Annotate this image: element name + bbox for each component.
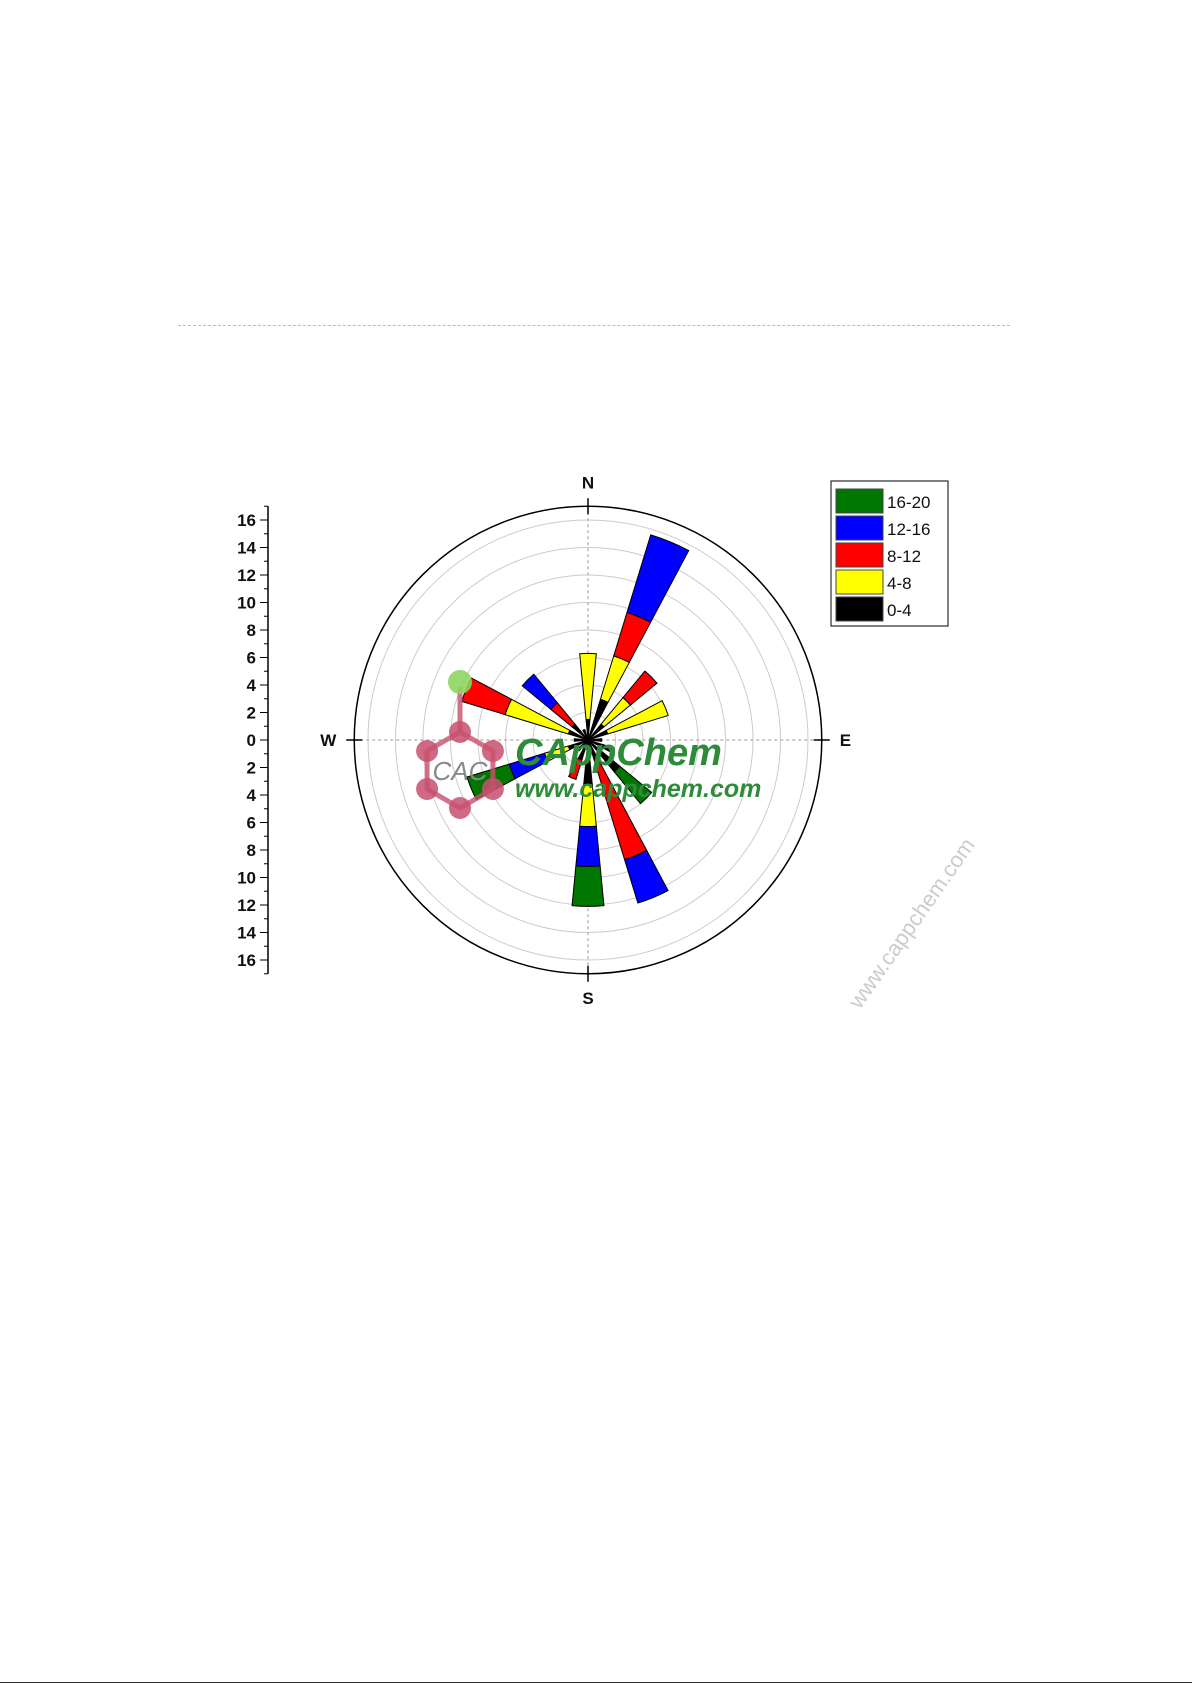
wedge-E-0-4 xyxy=(587,738,603,742)
logo-atom xyxy=(449,797,471,819)
wedge-SSE-12-16 xyxy=(623,849,669,904)
legend-swatch xyxy=(835,488,884,514)
page-divider xyxy=(178,325,1010,326)
legend-swatch xyxy=(835,542,884,568)
axis-tick-label: 0 xyxy=(247,731,256,750)
wedge-NNE-12-16 xyxy=(626,534,690,623)
wedge-SW-0-4 xyxy=(576,739,589,752)
legend-swatch xyxy=(835,515,884,541)
axis-tick-label: 14 xyxy=(237,539,256,558)
axis-tick-label: 14 xyxy=(237,924,256,943)
axis-tick-label: 8 xyxy=(247,621,256,640)
legend-swatch xyxy=(835,596,884,622)
label-west: W xyxy=(320,731,337,750)
axis-tick-label: 2 xyxy=(247,759,256,778)
logo-url: www.cappchem.com xyxy=(515,775,761,803)
logo-atom xyxy=(416,740,439,762)
label-south: S xyxy=(582,989,593,1008)
axis-tick-label: 4 xyxy=(247,676,257,695)
label-north: N xyxy=(582,473,594,492)
legend-label: 8-12 xyxy=(887,547,921,566)
axis-tick-label: 16 xyxy=(237,511,256,530)
logo-atom-green xyxy=(448,670,472,694)
legend-label: 4-8 xyxy=(887,574,912,593)
logo-atom xyxy=(449,721,471,743)
legend-swatch xyxy=(835,569,884,595)
wedge-W-0-4 xyxy=(573,738,589,742)
wedge-ENE-4-8 xyxy=(605,699,669,735)
wedge-SE-16-20 xyxy=(613,765,653,805)
wedge-ESE-0-4 xyxy=(587,739,615,754)
axis-tick-label: 8 xyxy=(247,841,256,860)
logo-atom xyxy=(416,778,439,800)
label-east: E xyxy=(840,731,851,750)
legend-label: 0-4 xyxy=(887,601,912,620)
logo-mark: CAC xyxy=(433,756,488,786)
axis-tick-label: 6 xyxy=(247,814,256,833)
page-bottom-border xyxy=(0,1682,1192,1683)
logo-atom xyxy=(481,778,504,800)
wedge-S-12-16 xyxy=(575,825,601,868)
axis-tick-label: 6 xyxy=(247,649,256,668)
axis-tick-label: 16 xyxy=(237,951,256,970)
wedge-NW-12-16 xyxy=(521,673,559,711)
logo-text: CAppChem xyxy=(515,732,722,774)
legend-label: 16-20 xyxy=(887,493,930,512)
watermark-text: www.cappchem.com xyxy=(843,833,980,1013)
legend-label: 12-16 xyxy=(887,520,930,539)
wedge-NNW-0-4 xyxy=(582,728,589,741)
wedge-S-16-20 xyxy=(571,865,605,907)
axis-tick-label: 4 xyxy=(247,786,257,805)
axis-tick-label: 12 xyxy=(237,566,256,585)
axis-tick-label: 10 xyxy=(237,869,256,888)
axis-tick-label: 10 xyxy=(237,594,256,613)
wedge-SSW-8-12 xyxy=(567,757,583,781)
wedge-NE-8-12 xyxy=(622,670,658,706)
axis-tick-label: 2 xyxy=(247,704,256,723)
wedge-N-4-8 xyxy=(579,652,597,721)
logo-atom xyxy=(481,740,504,762)
axis-tick-label: 12 xyxy=(237,896,256,915)
